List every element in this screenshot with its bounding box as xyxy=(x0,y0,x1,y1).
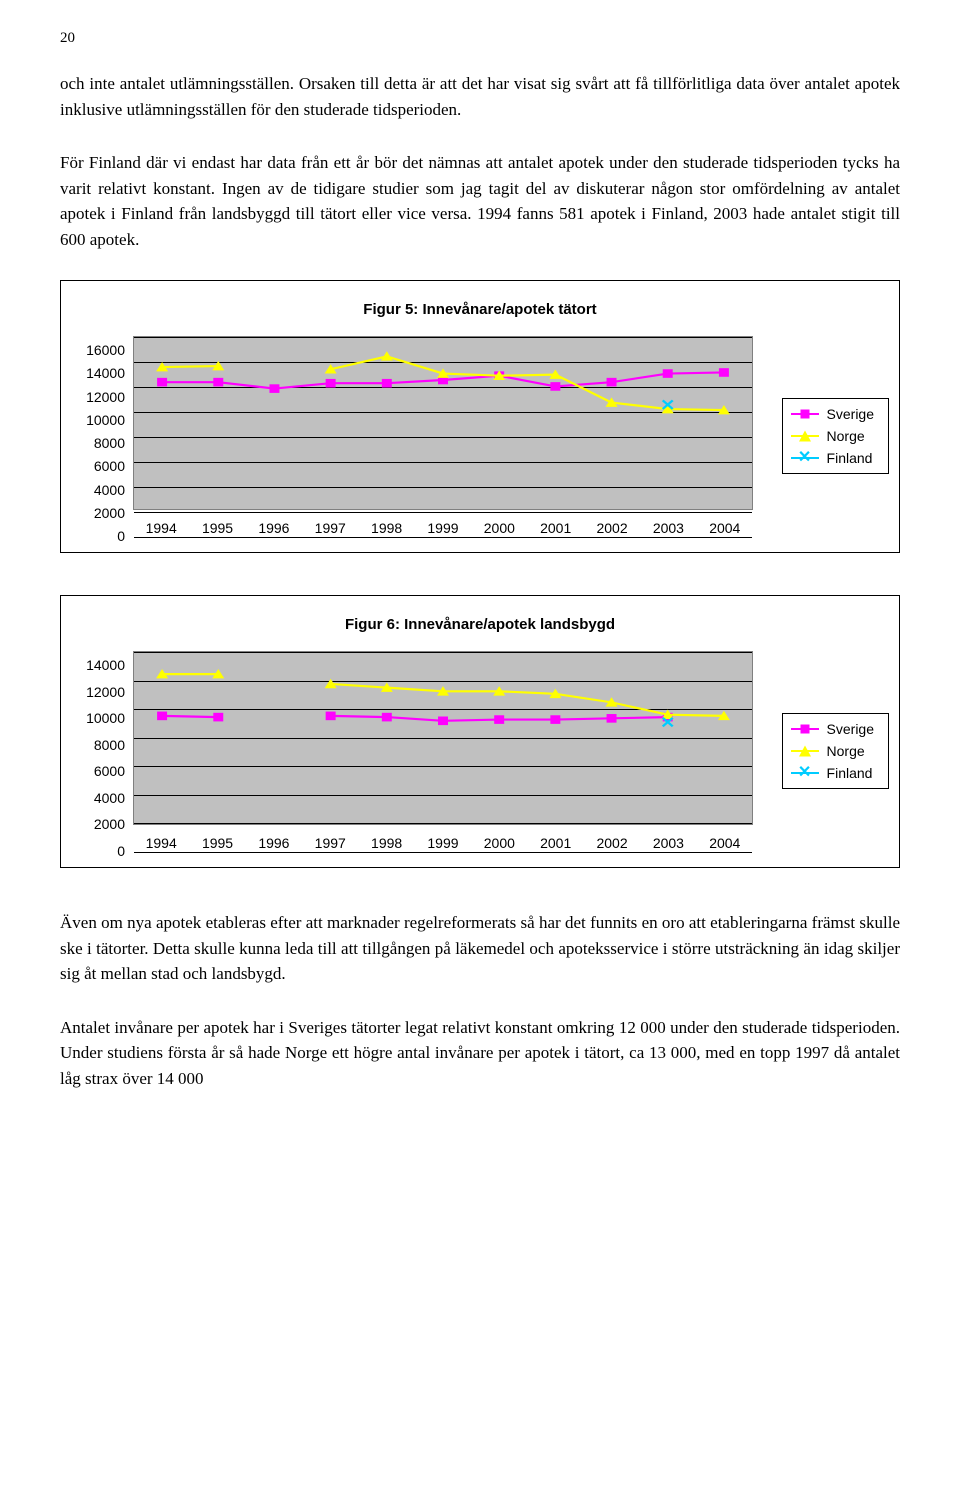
y-tick-label: 6000 xyxy=(71,764,125,778)
x-tick-label: 1999 xyxy=(415,835,471,851)
plot-area xyxy=(133,336,753,510)
y-tick-label: 0 xyxy=(71,529,125,543)
x-tick-label: 1998 xyxy=(358,835,414,851)
page-number: 20 xyxy=(60,30,900,47)
plot-area xyxy=(133,651,753,825)
legend-item-finland: ✕ Finland xyxy=(791,447,874,469)
x-tick-label: 2003 xyxy=(640,520,696,536)
x-tick-label: 2004 xyxy=(697,520,753,536)
y-tick-label: 4000 xyxy=(71,791,125,805)
y-tick-label: 14000 xyxy=(71,658,125,672)
x-tick-label: 1996 xyxy=(246,520,302,536)
x-tick-label: 1994 xyxy=(133,520,189,536)
x-axis-labels: 1994199519961997199819992000200120022003… xyxy=(133,825,753,851)
y-tick-label: 10000 xyxy=(71,711,125,725)
legend-label: Sverige xyxy=(827,406,874,422)
x-tick-label: 2001 xyxy=(528,835,584,851)
y-tick-label: 12000 xyxy=(71,685,125,699)
chart-title: Figur 6: Innevånare/apotek landsbygd xyxy=(71,616,889,633)
y-tick-label: 2000 xyxy=(71,506,125,520)
x-tick-label: 2003 xyxy=(640,835,696,851)
y-tick-label: 2000 xyxy=(71,817,125,831)
paragraph-4: Antalet invånare per apotek har i Sverig… xyxy=(60,1015,900,1092)
legend-item-sverige: Sverige xyxy=(791,403,874,425)
legend-label: Norge xyxy=(827,743,865,759)
legend-item-norge: Norge xyxy=(791,740,874,762)
y-tick-label: 8000 xyxy=(71,436,125,450)
legend-item-norge: Norge xyxy=(791,425,874,447)
y-tick-label: 14000 xyxy=(71,366,125,380)
y-tick-label: 4000 xyxy=(71,483,125,497)
x-axis-labels: 1994199519961997199819992000200120022003… xyxy=(133,510,753,536)
legend: Sverige Norge ✕ Finland xyxy=(782,398,889,474)
x-tick-label: 1995 xyxy=(189,835,245,851)
y-tick-label: 8000 xyxy=(71,738,125,752)
x-tick-label: 1999 xyxy=(415,520,471,536)
x-tick-label: 2001 xyxy=(528,520,584,536)
y-axis-labels: 02000400060008000100001200014000 xyxy=(71,651,133,851)
chart-figur-5: Figur 5: Innevånare/apotek tätort 0 2000 4… xyxy=(60,280,900,553)
x-tick-label: 2002 xyxy=(584,520,640,536)
x-tick-label: 1995 xyxy=(189,520,245,536)
x-tick-label: 2000 xyxy=(471,835,527,851)
x-tick-label: 1998 xyxy=(358,520,414,536)
y-tick-label: 6000 xyxy=(71,459,125,473)
paragraph-3: Även om nya apotek etableras efter att m… xyxy=(60,910,900,987)
legend-label: Norge xyxy=(827,428,865,444)
paragraph-1: och inte antalet utlämningsställen. Orsa… xyxy=(60,71,900,122)
legend-item-finland: ✕ Finland xyxy=(791,762,874,784)
x-tick-label: 1994 xyxy=(133,835,189,851)
y-tick-label: 16000 xyxy=(71,343,125,357)
legend-label: Sverige xyxy=(827,721,874,737)
x-tick-label: 2004 xyxy=(697,835,753,851)
y-tick-label: 0 xyxy=(71,844,125,858)
legend-item-sverige: Sverige xyxy=(791,718,874,740)
x-tick-label: 1997 xyxy=(302,835,358,851)
x-tick-label: 2002 xyxy=(584,835,640,851)
x-tick-label: 2000 xyxy=(471,520,527,536)
chart-figur-6: Figur 6: Innevånare/apotek landsbygd 0 20… xyxy=(60,595,900,868)
y-axis-labels: 0200040006000800010000120001400016000 xyxy=(71,336,133,536)
chart-title: Figur 5: Innevånare/apotek tätort xyxy=(71,301,889,318)
x-tick-label: 1996 xyxy=(246,835,302,851)
y-tick-label: 12000 xyxy=(71,390,125,404)
y-tick-label: 10000 xyxy=(71,413,125,427)
legend-label: Finland xyxy=(827,765,873,781)
paragraph-2: För Finland där vi endast har data från … xyxy=(60,150,900,252)
legend: Sverige Norge ✕ Finland xyxy=(782,713,889,789)
x-tick-label: 1997 xyxy=(302,520,358,536)
legend-label: Finland xyxy=(827,450,873,466)
